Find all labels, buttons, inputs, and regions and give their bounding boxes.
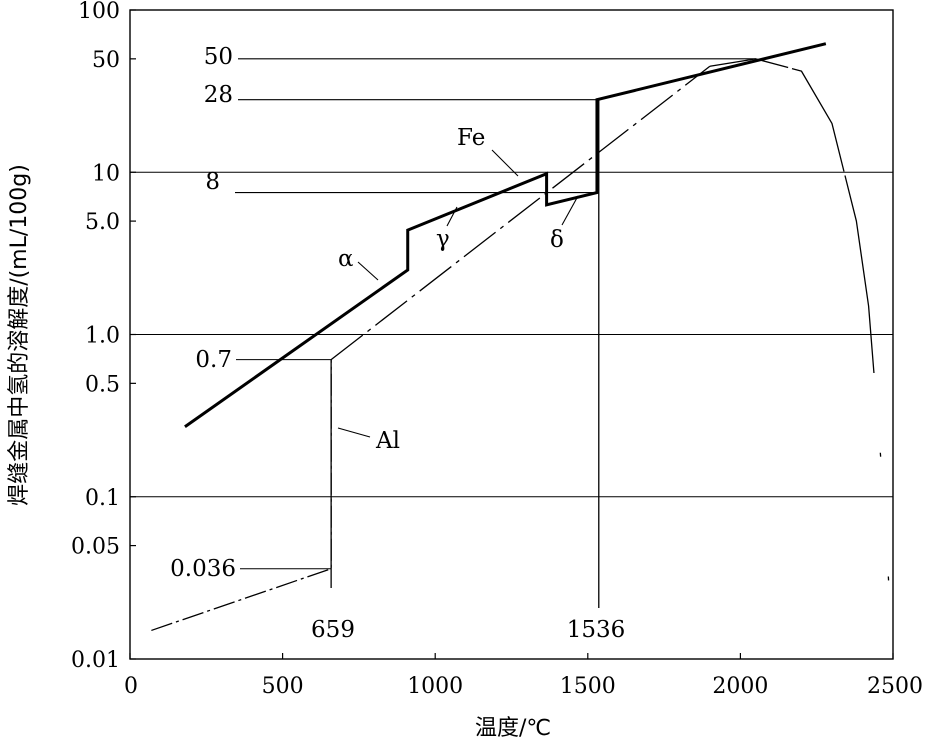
reference-line-label: 1536 [567,617,626,643]
reference-line-label: 28 [204,82,233,108]
reference-line-label: 50 [204,44,233,70]
y-axis-title: 焊缝金属中氢的溶解度/(mL/100g) [7,164,32,506]
x-axis-title: 温度/℃ [475,716,551,741]
annotation-alpha: α [338,246,354,272]
x-tick-label: 1500 [560,674,616,699]
y-tick-label: 50 [92,48,120,73]
annotation-leader [446,206,458,227]
series-line-al-low [151,359,332,632]
x-tick-label: 500 [262,674,304,699]
annotation-leader [491,149,519,177]
reference-line-label: 659 [311,617,355,643]
x-tick-label: 2500 [867,674,923,699]
data-series [151,42,894,660]
y-tick-label: 0.1 [85,486,120,511]
series-line-fe [184,42,827,428]
annotation-al: Al [375,428,400,454]
reference-line-label: 0.7 [195,347,232,373]
reference-line-label: 8 [205,169,220,195]
x-tick-label: 2000 [712,674,768,699]
x-tick-label: 1000 [407,674,463,699]
y-tick-label: 0.5 [85,372,120,397]
series-line-al-mid [330,65,711,361]
annotation-gamma: γ [436,226,450,252]
y-tick-label: 0.01 [71,648,120,673]
y-tick-label: 5.0 [85,210,120,235]
annotation-leaders [337,149,579,438]
y-tick-label: 0.05 [71,535,120,560]
y-tick-label: 100 [78,0,120,24]
series-line-al-curve [709,58,894,660]
reference-line-label: 0.036 [170,556,236,582]
annotation-fe: Fe [457,125,485,151]
annotation-leader [337,427,371,438]
annotation-leader [561,195,579,226]
axis-ticks: 0 500 1000 1500 2000 2500 0.01 0.05 0.1 0.5 1.0 5.0… [71,0,923,699]
x-tick-label: 0 [124,674,138,699]
annotation-delta: δ [550,227,564,253]
y-tick-label: 10 [92,161,120,186]
annotation-leader [357,261,379,281]
grid-lines [130,9,893,498]
chart-labels: α γ Fe δ Al [338,125,564,454]
y-tick-label: 1.0 [85,324,120,349]
reference-lines: 50 28 8 0.7 0.036 659 1536 [170,44,756,643]
